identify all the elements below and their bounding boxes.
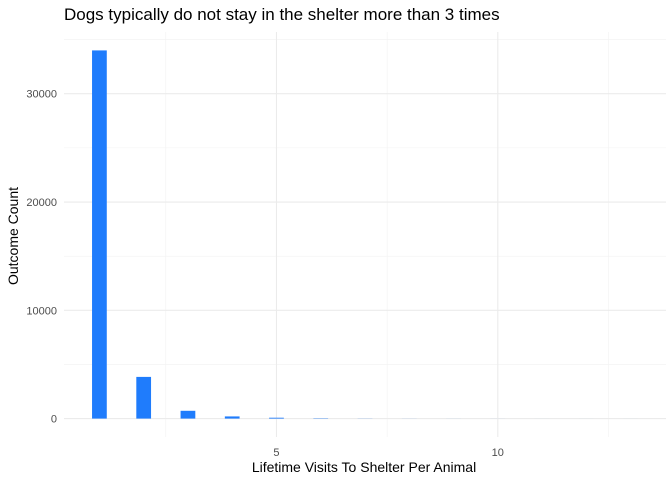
y-tick-label: 0: [51, 414, 57, 426]
bar: [180, 410, 196, 419]
bar: [269, 417, 284, 419]
bar: [136, 376, 152, 419]
y-axis-ticks: 0 10000 20000 30000: [26, 89, 57, 426]
y-tick-label: 20000: [26, 197, 57, 209]
bars: [92, 50, 638, 419]
y-tick-label: 10000: [26, 305, 57, 317]
minor-gridlines: [64, 32, 666, 437]
y-axis-title: Outcome Count: [5, 187, 21, 285]
major-gridlines: [64, 32, 666, 437]
x-tick-label: 10: [492, 447, 504, 459]
x-axis-title: Lifetime Visits To Shelter Per Animal: [252, 459, 476, 475]
bar: [92, 50, 107, 419]
x-axis-ticks: 5 10: [273, 447, 504, 459]
chart-title: Dogs typically do not stay in the shelte…: [64, 5, 500, 24]
x-tick-label: 5: [273, 447, 279, 459]
y-tick-label: 30000: [26, 89, 57, 101]
bar: [224, 416, 240, 419]
